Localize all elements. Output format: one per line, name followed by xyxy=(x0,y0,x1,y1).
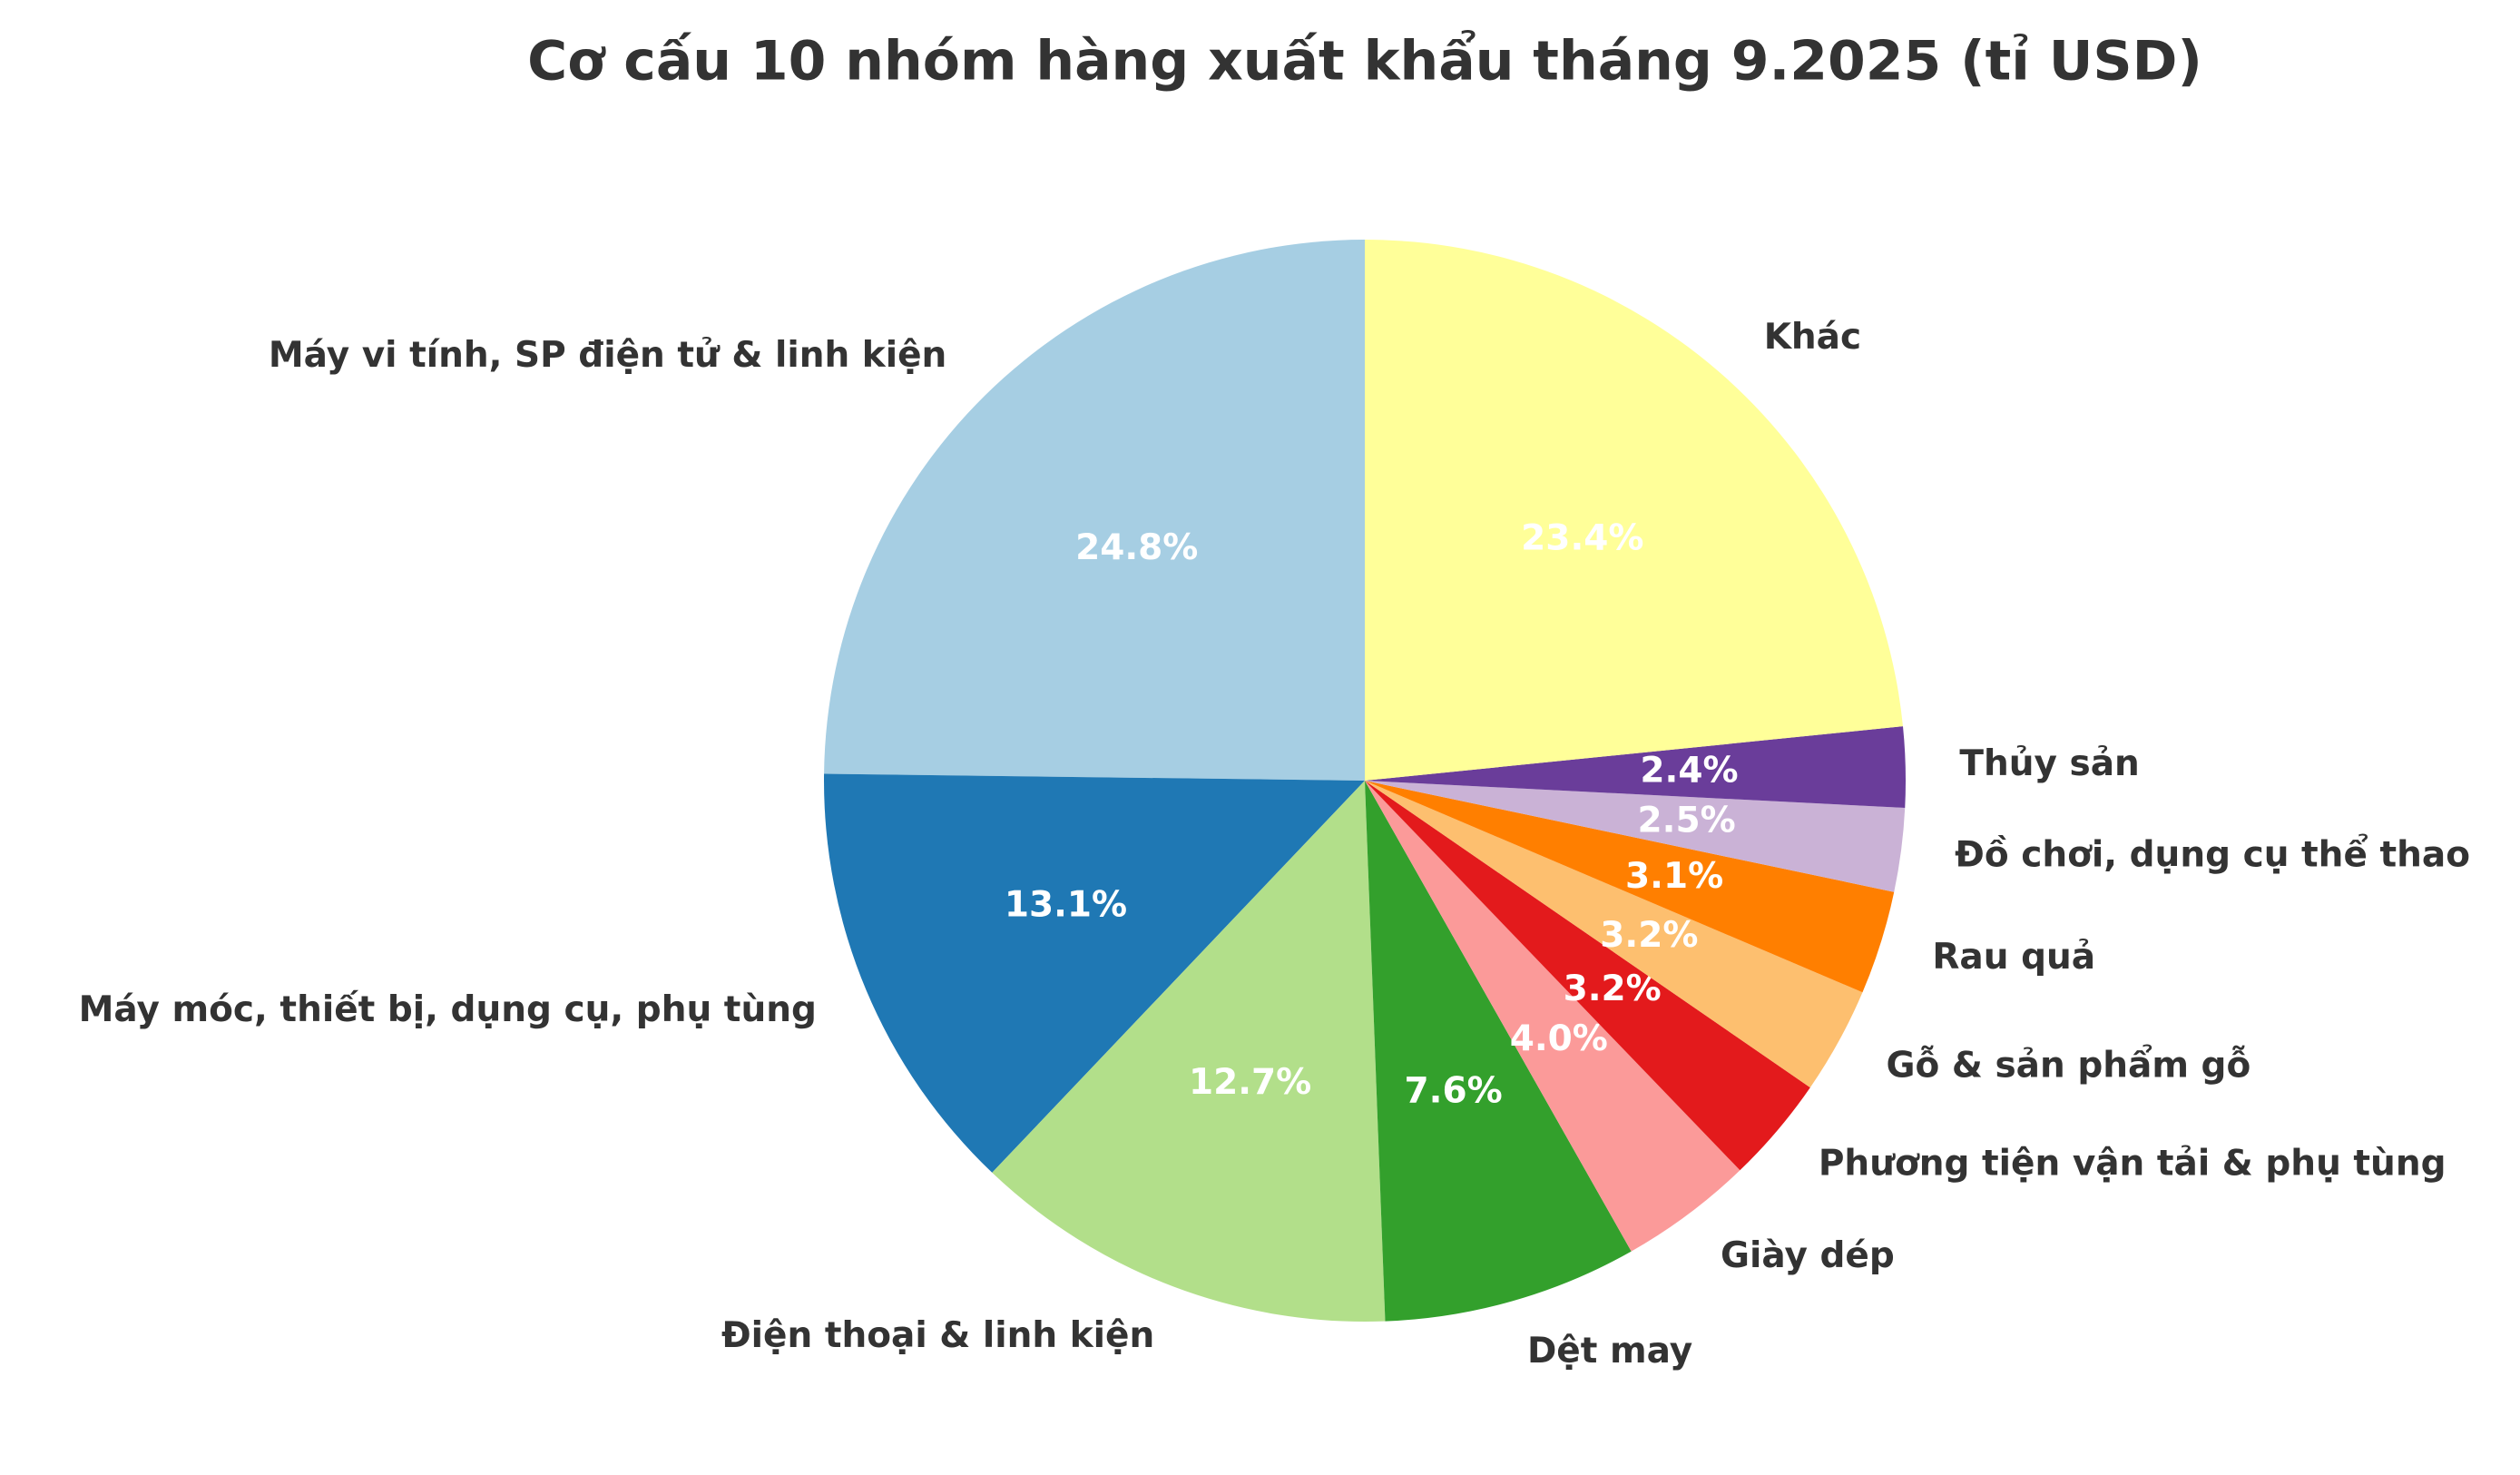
pie-slice xyxy=(1365,726,1906,808)
slice-label: Gỗ & sản phẩm gỗ xyxy=(1887,1044,2251,1086)
slice-label: Điện thoại & linh kiện xyxy=(721,1315,1154,1356)
value-label: 2.4% xyxy=(1640,751,1738,792)
value-label: 12.7% xyxy=(1189,1062,1311,1103)
pie-slice xyxy=(1365,240,1903,781)
value-label: 3.1% xyxy=(1625,856,1723,897)
slice-label: Thủy sản xyxy=(1959,743,2139,784)
value-label: 13.1% xyxy=(1005,884,1127,925)
pie-slice xyxy=(1365,781,1906,892)
slice-label: Khác xyxy=(1764,317,1861,358)
slice-label: Rau quả xyxy=(1932,937,2095,978)
slice-label: Máy móc, thiết bị, dụng cụ, phụ tùng xyxy=(79,989,817,1030)
pie-slice xyxy=(1365,781,1863,1088)
chart-title: Cơ cấu 10 nhóm hàng xuất khẩu tháng 9.20… xyxy=(527,29,2202,93)
slice-label: Giày dép xyxy=(1721,1235,1895,1276)
value-label: 4.0% xyxy=(1510,1018,1608,1059)
slice-label: Máy vi tính, SP điện tử & linh kiện xyxy=(269,335,947,376)
pie-slice xyxy=(1365,781,1740,1252)
value-label: 23.4% xyxy=(1521,517,1643,558)
slice-label: Phương tiện vận tải & phụ tùng xyxy=(1819,1144,2446,1185)
slice-label: Dệt may xyxy=(1527,1331,1692,1372)
pie-slice xyxy=(823,773,1365,1173)
pie-slice xyxy=(1365,781,1810,1171)
value-label: 7.6% xyxy=(1405,1071,1503,1112)
pie-slice xyxy=(824,240,1365,781)
value-label: 3.2% xyxy=(1600,915,1698,956)
pie-slice xyxy=(1365,781,1895,993)
pie-slice xyxy=(992,781,1386,1322)
value-label: 3.2% xyxy=(1564,969,1662,1009)
pie-slice xyxy=(1365,781,1632,1322)
value-label: 2.5% xyxy=(1638,800,1736,841)
slice-label: Đồ chơi, dụng cụ thể thao xyxy=(1955,834,2470,876)
value-label: 24.8% xyxy=(1075,527,1198,568)
